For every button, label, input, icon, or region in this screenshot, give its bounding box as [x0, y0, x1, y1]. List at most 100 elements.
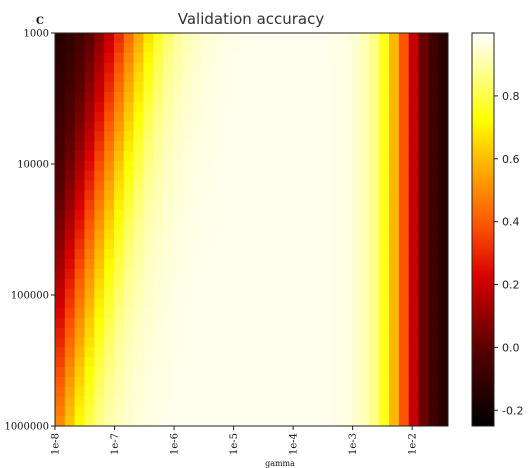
heatmap-cell: [192, 258, 203, 270]
heatmap-cell: [222, 121, 233, 132]
heatmap-cell: [379, 376, 390, 388]
heatmap-cell: [389, 337, 400, 348]
heatmap-cell: [310, 406, 321, 417]
heatmap-cell: [202, 288, 213, 299]
heatmap-cell: [310, 357, 321, 368]
heatmap-cell: [438, 219, 448, 231]
heatmap-cell: [339, 42, 351, 54]
heatmap-cell: [359, 258, 370, 270]
heatmap-cell: [231, 170, 243, 181]
heatmap-cell: [300, 150, 312, 162]
heatmap-cell: [241, 386, 253, 398]
heatmap-cell: [418, 121, 429, 132]
heatmap-cell: [280, 317, 292, 329]
heatmap-cell: [163, 82, 174, 93]
heatmap-cell: [55, 268, 66, 280]
heatmap-cell: [133, 258, 145, 270]
heatmap-cell: [428, 200, 439, 211]
heatmap-cell: [251, 33, 262, 44]
heatmap-cell: [408, 72, 420, 83]
heatmap-cell: [359, 111, 370, 123]
heatmap-cell: [222, 347, 233, 358]
heatmap-cell: [418, 239, 429, 250]
heatmap-cell: [74, 200, 86, 211]
heatmap-cell: [290, 288, 302, 299]
heatmap-cell: [389, 386, 400, 398]
heatmap-cell: [123, 386, 135, 398]
heatmap-cell: [192, 91, 203, 103]
heatmap-cell: [222, 150, 233, 162]
heatmap-cell: [104, 160, 115, 172]
heatmap-cell: [428, 209, 439, 221]
heatmap-cell: [222, 101, 233, 113]
heatmap-cell: [222, 52, 233, 64]
heatmap-cell: [84, 219, 95, 231]
heatmap-cell: [271, 62, 282, 73]
heatmap-cell: [418, 347, 429, 358]
heatmap-cell: [349, 376, 361, 388]
heatmap-cell: [163, 278, 174, 290]
heatmap-cell: [251, 258, 262, 270]
heatmap-cell: [271, 298, 282, 309]
heatmap-cell: [251, 141, 262, 152]
heatmap-cell: [143, 278, 154, 290]
heatmap-cell: [84, 160, 95, 172]
heatmap-cell: [359, 72, 370, 83]
heatmap-cell: [123, 33, 135, 44]
heatmap-cell: [64, 357, 76, 368]
heatmap-cell: [64, 62, 76, 73]
heatmap-cell: [84, 131, 95, 142]
heatmap-cell: [202, 150, 213, 162]
heatmap-cell: [300, 131, 312, 142]
heatmap-cell: [349, 308, 361, 319]
chart-title: Validation accuracy: [178, 10, 325, 28]
heatmap-cell: [202, 121, 213, 132]
heatmap-cell: [339, 72, 351, 83]
heatmap-cell: [123, 357, 135, 368]
heatmap-cell: [182, 33, 194, 44]
heatmap-cell: [231, 258, 243, 270]
heatmap-cell: [202, 396, 213, 407]
heatmap-cell: [231, 180, 243, 191]
heatmap-cell: [94, 258, 105, 270]
heatmap-cell: [320, 367, 331, 378]
heatmap-cell: [349, 62, 361, 73]
heatmap-cell: [163, 229, 174, 240]
heatmap-cell: [438, 131, 448, 142]
heatmap-cell: [241, 229, 253, 240]
heatmap-cell: [290, 357, 302, 368]
heatmap-cell: [55, 406, 66, 417]
heatmap-cell: [202, 72, 213, 83]
heatmap-cell: [310, 327, 321, 339]
heatmap-cell: [172, 121, 184, 132]
heatmap-cell: [418, 180, 429, 191]
heatmap-cell: [202, 82, 213, 93]
heatmap-cell: [172, 170, 184, 181]
heatmap-cell: [369, 308, 380, 319]
heatmap-cell: [212, 416, 223, 426]
heatmap-cell: [55, 308, 66, 319]
heatmap-cell: [359, 337, 370, 348]
heatmap-cell: [55, 327, 66, 339]
heatmap-cell: [94, 357, 105, 368]
heatmap-cell: [74, 376, 86, 388]
heatmap-cell: [192, 357, 203, 368]
heatmap-cell: [94, 347, 105, 358]
heatmap-cell: [113, 121, 125, 132]
heatmap-cell: [320, 180, 331, 191]
heatmap-cell: [133, 288, 145, 299]
y-tick-label: 1000: [24, 29, 49, 40]
heatmap-cell: [330, 347, 341, 358]
heatmap-cell: [143, 327, 154, 339]
heatmap-cell: [359, 308, 370, 319]
heatmap-cell: [320, 416, 331, 426]
heatmap-cell: [359, 367, 370, 378]
heatmap-cell: [123, 396, 135, 407]
heatmap-cell: [251, 42, 262, 54]
heatmap-cell: [104, 239, 115, 250]
heatmap-cell: [300, 62, 312, 73]
heatmap-cell: [300, 229, 312, 240]
heatmap-cell: [438, 150, 448, 162]
heatmap-cell: [428, 317, 439, 329]
